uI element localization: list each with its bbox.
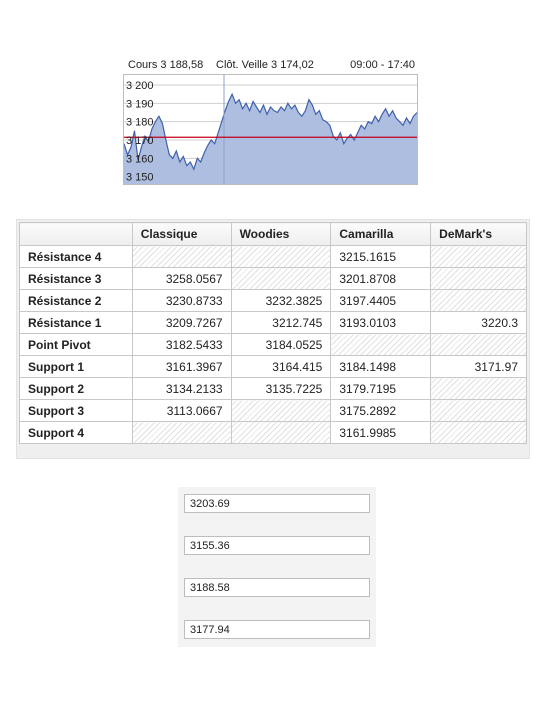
cell-woodies: 3164.415 (230, 355, 332, 378)
cell-classique: 3258.0567 (131, 267, 232, 290)
table-row: Support 2 3134.2133 3135.7225 3179.7195 (19, 377, 527, 400)
header-camarilla: Camarilla (330, 222, 432, 246)
table-row: Point Pivot 3182.5433 3184.0525 (19, 333, 527, 356)
cell-camarilla: 3179.7195 (330, 377, 432, 400)
row-label: Résistance 1 (19, 311, 133, 334)
value-field-1[interactable] (184, 494, 370, 513)
table-body: Résistance 4 3215.1615 Résistance 3 3258.05… (19, 245, 527, 444)
table-row: Support 4 3161.9985 (19, 421, 527, 444)
cell-woodies: 3232.3825 (230, 289, 332, 312)
chart-header: Cours 3 188,58 Clôt. Veille 3 174,02 09:… (123, 57, 418, 74)
trading-hours: 09:00 - 17:40 (350, 59, 415, 71)
cell-woodies: 3184.0525 (230, 333, 332, 356)
chart-plot: 3 200 3 190 3 180 3 170 3 160 3 150 (123, 74, 418, 185)
row-label: Support 1 (19, 355, 133, 378)
price-line (123, 92, 418, 171)
intraday-chart: Cours 3 188,58 Clôt. Veille 3 174,02 09:… (123, 57, 418, 185)
value-field-3[interactable] (184, 578, 370, 597)
cell-classique (131, 421, 232, 444)
previous-close: Clôt. Veille 3 174,02 (216, 59, 314, 71)
cell-camarilla: 3201.8708 (330, 267, 432, 290)
price-area (124, 94, 417, 184)
table-row: Résistance 1 3209.7267 3212.745 3193.0103 32… (19, 311, 527, 334)
table-row: Résistance 3 3258.0567 3201.8708 (19, 267, 527, 290)
cell-classique: 3113.0667 (131, 399, 232, 422)
y-tick-label: 3 150 (126, 172, 154, 184)
cell-demark: 3171.97 (430, 355, 527, 378)
value-field-4[interactable] (184, 620, 370, 639)
pivot-table-panel: Classique Woodies Camarilla DeMark's Rés… (16, 219, 530, 459)
cell-woodies (230, 399, 332, 422)
row-label: Résistance 4 (19, 245, 133, 268)
cell-classique: 3134.2133 (131, 377, 232, 400)
header-woodies: Woodies (230, 222, 332, 246)
cell-woodies: 3135.7225 (230, 377, 332, 400)
header-classique: Classique (131, 222, 232, 246)
values-panel (178, 487, 376, 647)
header-empty (19, 222, 133, 246)
table-header-row: Classique Woodies Camarilla DeMark's (19, 222, 527, 246)
cell-camarilla: 3161.9985 (330, 421, 432, 444)
cell-camarilla: 3175.2892 (330, 399, 432, 422)
cell-classique: 3182.5433 (131, 333, 232, 356)
y-tick-label: 3 160 (126, 153, 154, 165)
value-field-2[interactable] (184, 536, 370, 555)
y-tick-label: 3 190 (126, 98, 154, 110)
y-tick-label: 3 170 (126, 135, 154, 147)
y-tick-label: 3 180 (126, 117, 154, 129)
row-label: Support 4 (19, 421, 133, 444)
cell-demark: 3220.3 (430, 311, 527, 334)
row-label: Résistance 3 (19, 267, 133, 290)
row-label: Résistance 2 (19, 289, 133, 312)
cell-classique: 3161.3967 (131, 355, 232, 378)
cell-camarilla: 3197.4405 (330, 289, 432, 312)
table-row: Résistance 4 3215.1615 (19, 245, 527, 268)
cell-camarilla: 3193.0103 (330, 311, 432, 334)
cell-demark (430, 377, 527, 400)
cell-woodies (230, 245, 332, 268)
y-tick-label: 3 200 (126, 80, 154, 92)
cell-demark (430, 267, 527, 290)
cell-woodies (230, 421, 332, 444)
cell-woodies: 3212.745 (230, 311, 332, 334)
row-label: Point Pivot (19, 333, 133, 356)
table-row: Support 3 3113.0667 3175.2892 (19, 399, 527, 422)
cell-classique: 3230.8733 (131, 289, 232, 312)
table-row: Résistance 2 3230.8733 3232.3825 3197.4405 (19, 289, 527, 312)
cell-classique: 3209.7267 (131, 311, 232, 334)
row-label: Support 3 (19, 399, 133, 422)
table-row: Support 1 3161.3967 3164.415 3184.1498 3171.… (19, 355, 527, 378)
cell-woodies (230, 267, 332, 290)
cell-camarilla: 3184.1498 (330, 355, 432, 378)
cell-camarilla: 3215.1615 (330, 245, 432, 268)
cell-demark (430, 245, 527, 268)
pivot-table: Classique Woodies Camarilla DeMark's Rés… (19, 222, 527, 444)
header-demark: DeMark's (430, 222, 527, 246)
current-price: Cours 3 188,58 (128, 59, 204, 71)
row-label: Support 2 (19, 377, 133, 400)
chart-frame (123, 74, 418, 185)
cell-camarilla (330, 333, 432, 356)
cell-demark (430, 399, 527, 422)
cell-demark (430, 289, 527, 312)
cell-classique (131, 245, 232, 268)
cell-demark (430, 421, 527, 444)
cell-demark (430, 333, 527, 356)
